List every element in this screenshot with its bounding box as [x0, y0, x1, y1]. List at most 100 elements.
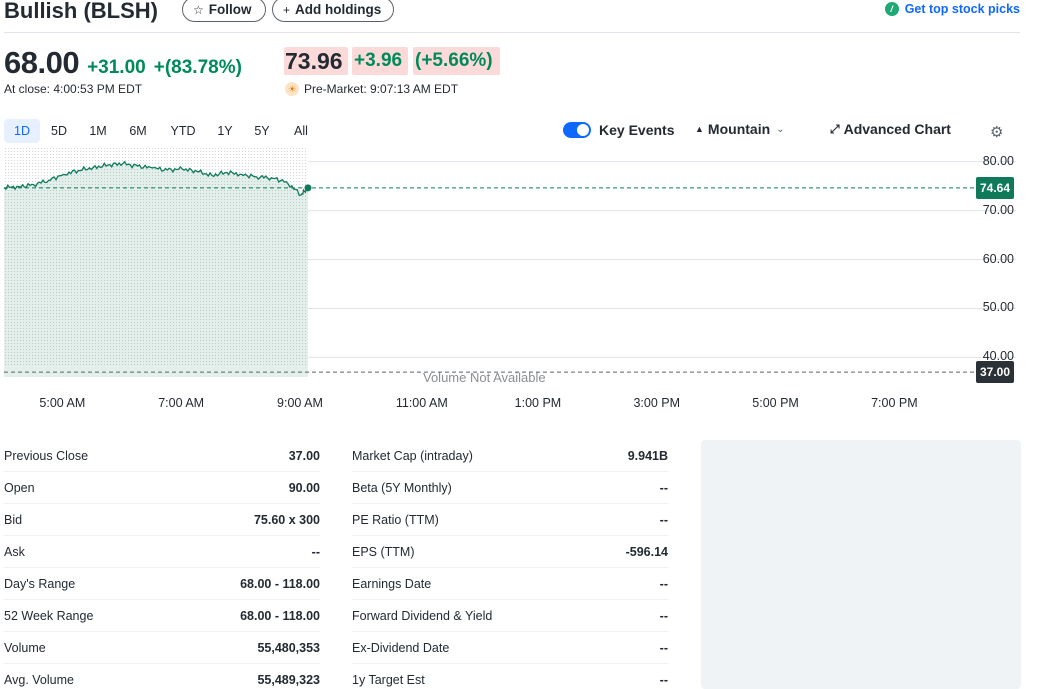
- x-tick-label: 7:00 AM: [158, 396, 205, 410]
- key-events-toggle[interactable]: [563, 122, 591, 138]
- toggle-knob: [577, 124, 589, 136]
- stat-value: --: [659, 672, 668, 687]
- x-tick-label: 3:00 PM: [633, 396, 681, 410]
- range-tab-ytd[interactable]: YTD: [170, 124, 196, 138]
- y-tick-label: 50.00: [982, 300, 1014, 315]
- add-holdings-button[interactable]: + Add holdings: [272, 0, 394, 22]
- stat-row: Earnings Date --: [352, 568, 668, 600]
- stat-label: Day's Range: [4, 576, 76, 591]
- page-header: Bullish (BLSH) ☆ Follow + Add holdings /…: [4, 0, 1020, 33]
- stat-row: Forward Dividend & Yield --: [352, 600, 668, 632]
- chart-type-dropdown[interactable]: ▲ Mountain ⌄: [695, 121, 785, 137]
- stat-row: Day's Range 68.00 - 118.00: [4, 568, 320, 600]
- chevron-down-icon: ⌄: [776, 123, 785, 135]
- stat-value: --: [659, 576, 668, 591]
- follow-button[interactable]: ☆ Follow: [182, 0, 266, 22]
- stat-row: PE Ratio (TTM) --: [352, 504, 668, 536]
- stat-value: 90.00: [288, 480, 320, 495]
- stat-row: EPS (TTM) -596.14: [352, 536, 668, 568]
- stat-value: --: [311, 544, 320, 559]
- stat-label: 1y Target Est: [352, 672, 425, 687]
- y-tick-label: 80.00: [982, 153, 1014, 168]
- stat-value: -596.14: [625, 544, 668, 559]
- x-tick-label: 7:00 PM: [871, 396, 918, 410]
- star-icon: ☆: [193, 2, 204, 17]
- stat-value: 55,480,353: [257, 640, 320, 655]
- page-title: Bullish (BLSH): [4, 0, 158, 23]
- premarket-change: +3.96: [352, 47, 408, 75]
- stat-value: --: [659, 480, 668, 495]
- stat-value: --: [659, 640, 668, 655]
- key-events-label: Key Events: [599, 122, 675, 138]
- premarket-timestamp-row: ☀ Pre-Market: 9:07:13 AM EDT: [285, 82, 458, 96]
- price-chart[interactable]: 74.64 37.00 Volume Not Available 80.00 70…: [3, 147, 1034, 397]
- range-tab-1m[interactable]: 1M: [89, 124, 107, 138]
- y-tick-label: 40.00: [982, 349, 1014, 364]
- stat-label: Beta (5Y Monthly): [352, 480, 452, 495]
- stat-row: Volume 55,480,353: [4, 632, 320, 664]
- range-tab-1y[interactable]: 1Y: [217, 124, 233, 138]
- price-area-fill: [4, 161, 308, 377]
- stat-label: Bid: [4, 512, 23, 527]
- price-line: [3, 160, 309, 197]
- stat-value: 55,489,323: [257, 672, 320, 687]
- x-tick-label: 5:00 PM: [752, 396, 799, 410]
- x-axis-labels: 5:00 AM 7:00 AM 9:00 AM 11:00 AM 1:00 PM 3:00…: [4, 396, 1004, 412]
- stat-row: Avg. Volume 55,489,323: [4, 664, 320, 689]
- previous-close-tag: 37.00: [976, 361, 1014, 384]
- stat-label: EPS (TTM): [352, 544, 415, 559]
- range-tabs: 1D 5D 1M 6M YTD 1Y 5Y All: [4, 119, 320, 143]
- add-holdings-label: Add holdings: [295, 2, 382, 17]
- y-tick-label: 60.00: [982, 251, 1014, 266]
- current-price-dot: [304, 184, 312, 192]
- stat-label: 52 Week Range: [4, 608, 94, 623]
- stat-value: 68.00 - 118.00: [240, 608, 320, 623]
- stat-row: Beta (5Y Monthly) --: [352, 472, 668, 504]
- current-price-tag: 74.64: [976, 176, 1014, 199]
- stat-row: Open 90.00: [4, 472, 320, 504]
- chart-type-label: Mountain: [707, 121, 771, 137]
- stat-label: Ask: [4, 544, 25, 559]
- range-tab-1d[interactable]: 1D: [4, 119, 40, 143]
- follow-label: Follow: [208, 2, 252, 17]
- premarket-timestamp: Pre-Market: 9:07:13 AM EDT: [304, 82, 459, 96]
- x-tick-label: 9:00 AM: [277, 396, 323, 410]
- volume-not-available-label: Volume Not Available: [423, 370, 546, 385]
- y-tick-label: 70.00: [982, 202, 1014, 217]
- stat-label: Earnings Date: [352, 576, 432, 591]
- advanced-chart-button[interactable]: ⤢ Advanced Chart: [830, 121, 951, 137]
- range-tab-5d[interactable]: 5D: [51, 124, 67, 138]
- stat-label: Ex-Dividend Date: [352, 640, 450, 655]
- range-tab-5y[interactable]: 5Y: [254, 124, 270, 138]
- range-tab-all[interactable]: All: [294, 124, 308, 138]
- stat-row: Bid 75.60 x 300: [4, 504, 320, 536]
- quote-price-block: 68.00 +31.00 +(83.78%): [4, 45, 242, 80]
- stat-value: 9.941B: [627, 448, 668, 463]
- stat-label: PE Ratio (TTM): [352, 512, 439, 527]
- stat-value: 37.00: [288, 448, 320, 463]
- plus-icon: +: [283, 2, 291, 17]
- close-change: +31.00: [87, 57, 146, 78]
- expand-icon: ⤢: [830, 121, 840, 136]
- price-chart-svg: [3, 147, 1016, 377]
- top-stock-picks-link[interactable]: / Get top stock picks: [884, 2, 1020, 16]
- stat-row: Ex-Dividend Date --: [352, 632, 668, 664]
- advanced-chart-label: Advanced Chart: [843, 121, 951, 137]
- x-tick-label: 5:00 AM: [39, 396, 86, 410]
- stat-value: 68.00 - 118.00: [240, 576, 320, 591]
- stat-value: --: [659, 512, 668, 527]
- x-tick-label: 11:00 AM: [395, 396, 448, 410]
- stat-row: 1y Target Est --: [352, 664, 668, 689]
- stat-row: Market Cap (intraday) 9.941B: [352, 440, 668, 472]
- range-tab-6m[interactable]: 6M: [129, 124, 147, 138]
- stat-label: Open: [4, 480, 35, 495]
- top-picks-label: Get top stock picks: [904, 2, 1020, 16]
- premarket-shaded-region: [4, 147, 308, 365]
- close-price: 68.00: [4, 45, 80, 80]
- settings-gear-icon[interactable]: ⚙: [990, 124, 1004, 141]
- sunrise-icon: ☀: [285, 82, 299, 96]
- stat-row: Ask --: [4, 536, 320, 568]
- stat-label: Market Cap (intraday): [352, 448, 473, 463]
- stat-label: Volume: [4, 640, 46, 655]
- investor-icon: /: [884, 2, 899, 16]
